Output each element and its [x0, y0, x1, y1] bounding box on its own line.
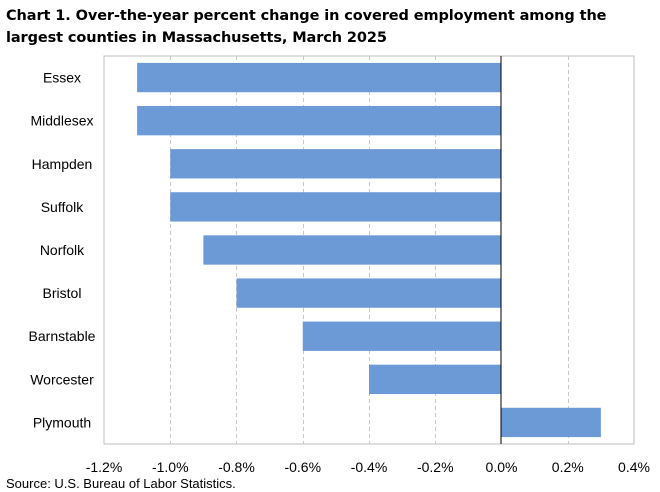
- x-tick-label: -0.2%: [417, 459, 454, 475]
- chart-title: Chart 1. Over-the-year percent change in…: [6, 8, 607, 46]
- bar-norfolk: [203, 235, 502, 265]
- category-label: Plymouth: [33, 414, 91, 430]
- bar-bristol: [236, 278, 502, 308]
- bar-barnstable: [302, 321, 502, 351]
- source-note: Source: U.S. Bureau of Labor Statistics.: [6, 476, 236, 491]
- category-label: Hampden: [32, 156, 93, 172]
- bar-middlesex: [137, 106, 502, 136]
- category-label: Middlesex: [30, 113, 93, 129]
- x-tick-label: -1.2%: [86, 459, 123, 475]
- bar-essex: [137, 62, 502, 93]
- x-tick-label: 0.2%: [552, 459, 584, 475]
- bar-suffolk: [170, 192, 502, 222]
- x-axis-tick-labels: -1.2% -1.0% -0.8% -0.6% -0.4% -0.2% 0.0% 0.2% 0.…: [86, 459, 650, 475]
- x-tick-label: -0.4%: [351, 459, 388, 475]
- bar-hampden: [170, 149, 502, 179]
- category-label: Essex: [43, 70, 81, 86]
- category-label: Bristol: [43, 285, 82, 301]
- category-label: Suffolk: [41, 199, 85, 215]
- x-tick-label: -0.6%: [284, 459, 321, 475]
- x-tick-label: -1.0%: [152, 459, 189, 475]
- bar-worcester: [369, 364, 502, 394]
- category-label: Norfolk: [40, 242, 85, 258]
- category-label: Barnstable: [29, 328, 96, 344]
- category-labels: Essex Middlesex Hampden Suffolk Norfolk Brist…: [29, 70, 96, 431]
- x-tick-label: 0.4%: [618, 459, 650, 475]
- bar-plymouth: [501, 407, 601, 438]
- category-label: Worcester: [30, 371, 94, 387]
- x-tick-label: -0.8%: [218, 459, 255, 475]
- x-tick-label: 0.0%: [486, 459, 518, 475]
- bars: [137, 62, 601, 438]
